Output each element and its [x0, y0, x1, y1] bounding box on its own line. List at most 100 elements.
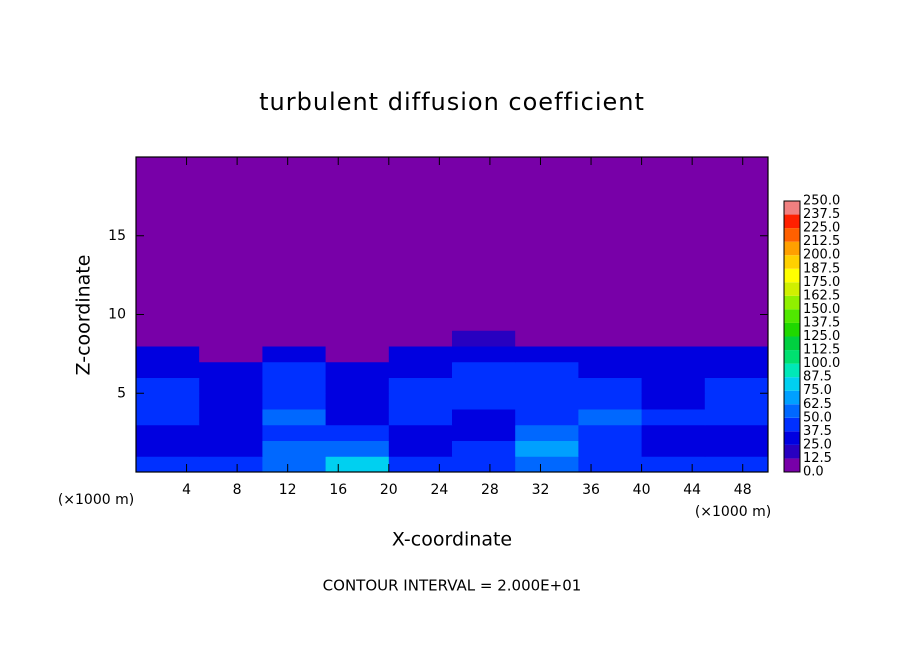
colorbar-swatch	[784, 417, 800, 432]
colorbar-label: 175.0	[803, 275, 840, 290]
field-cell	[325, 361, 390, 378]
field-cell	[641, 157, 706, 331]
field-cell	[325, 157, 390, 331]
field-cell	[704, 393, 769, 410]
field-cell	[452, 346, 516, 363]
field-cell	[578, 456, 643, 473]
colorbar-label: 150.0	[803, 302, 840, 317]
field-cell	[136, 377, 200, 394]
field-cell	[199, 377, 263, 394]
colorbar-swatch	[784, 309, 800, 323]
field-cell	[578, 157, 643, 331]
field-cell	[325, 456, 390, 473]
field-cell	[199, 393, 263, 410]
field-cell	[136, 409, 200, 426]
colorbar-label: 162.5	[803, 288, 840, 303]
field-cell	[452, 424, 516, 441]
colorbar-swatch	[784, 282, 800, 296]
field-cell	[641, 346, 706, 363]
field-cell	[515, 393, 579, 410]
field-cell	[262, 377, 327, 394]
colorbar-label: 200.0	[803, 248, 840, 263]
field-cell	[262, 409, 327, 426]
colorbar-label: 12.5	[803, 451, 832, 466]
x-tick-label: 16	[329, 482, 347, 498]
field-cell	[452, 440, 516, 457]
field-cell	[515, 424, 579, 441]
field-cell	[199, 409, 263, 426]
field-cell	[388, 440, 453, 457]
field-cell	[515, 157, 579, 331]
x-axis-label: X-coordinate	[392, 529, 512, 551]
colorbar-swatch	[784, 295, 800, 310]
field-cell	[704, 157, 769, 331]
x-tick-label: 48	[734, 482, 752, 498]
field-cell	[262, 440, 327, 457]
colorbar-label: 237.5	[803, 207, 840, 222]
field-cell	[704, 440, 769, 457]
colorbar-frame	[783, 200, 801, 473]
x-tick-label: 24	[430, 482, 448, 498]
field-cell	[452, 330, 516, 347]
field-cell	[704, 456, 769, 473]
field-cell	[578, 409, 643, 426]
field-cell	[641, 393, 706, 410]
colorbar-swatch	[784, 390, 800, 405]
field-cell	[199, 456, 263, 473]
field-cell	[136, 157, 200, 331]
colorbar-swatch	[784, 458, 800, 472]
y-tick-label: 15	[108, 228, 126, 244]
colorbar-swatch	[784, 255, 800, 269]
colorbar-swatch	[784, 268, 800, 283]
field-cell	[578, 424, 643, 441]
field-cell	[325, 377, 390, 394]
field-cell	[199, 346, 263, 363]
colorbar-label: 187.5	[803, 261, 840, 276]
field-cell	[136, 424, 200, 441]
field-cell	[452, 377, 516, 394]
field-cell	[515, 409, 579, 426]
x-tick-label: 12	[279, 482, 297, 498]
colorbar-label: 25.0	[803, 437, 832, 452]
field-cell	[515, 361, 579, 378]
colorbar-label: 225.0	[803, 221, 840, 236]
colorbar-label: 87.5	[803, 370, 832, 385]
field-cell	[388, 424, 453, 441]
colorbar-label: 50.0	[803, 410, 832, 425]
field-cell	[641, 377, 706, 394]
colorbar-label: 100.0	[803, 356, 840, 371]
field-cell	[262, 456, 327, 473]
field-cell	[704, 409, 769, 426]
colorbar-swatch	[784, 322, 800, 337]
colorbar-label: 212.5	[803, 234, 840, 249]
field-cell	[578, 361, 643, 378]
field-cell	[199, 157, 263, 331]
field-cell	[641, 330, 706, 347]
colorbar-swatch	[784, 228, 800, 242]
field-cell	[262, 157, 327, 331]
field-cell	[325, 409, 390, 426]
colorbar-label: 137.5	[803, 315, 840, 330]
x-tick-label: 4	[182, 482, 191, 498]
colorbar-swatch	[784, 214, 800, 229]
colorbar-swatch	[784, 350, 800, 364]
field-cell	[452, 456, 516, 473]
colorbar-swatch	[784, 336, 800, 351]
x-tick-label: 28	[481, 482, 499, 498]
field-cell	[704, 330, 769, 347]
field-cell	[325, 393, 390, 410]
field-cell	[704, 424, 769, 441]
field-cell	[578, 346, 643, 363]
field-cell	[388, 377, 453, 394]
x-tick-label: 36	[582, 482, 600, 498]
colorbar-swatch	[784, 404, 800, 418]
colorbar-label: 0.0	[803, 465, 824, 480]
field-cell	[325, 424, 390, 441]
field-cell	[325, 440, 390, 457]
annotation: CONTOUR INTERVAL = 2.000E+01	[323, 577, 582, 595]
field-cell	[452, 393, 516, 410]
chart-title: turbulent diffusion coefficient	[259, 88, 645, 116]
field-cell	[388, 330, 453, 347]
field-cell	[578, 393, 643, 410]
